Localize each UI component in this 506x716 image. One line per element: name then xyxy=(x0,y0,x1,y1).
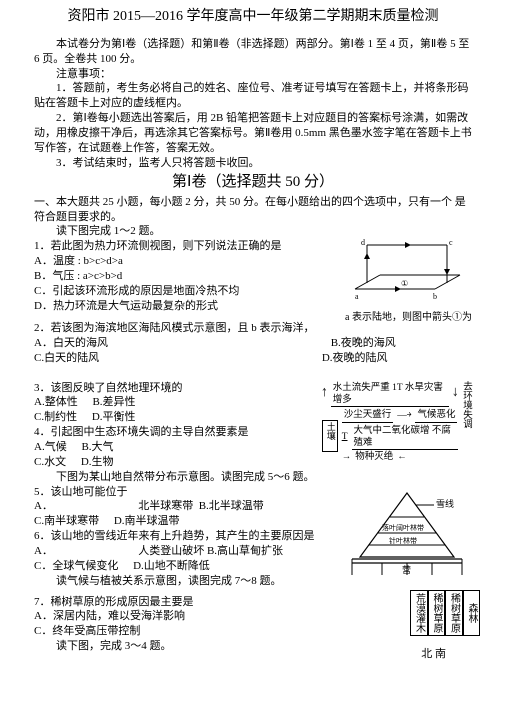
svg-text:针叶林带: 针叶林带 xyxy=(389,536,417,545)
q3-choice-d: D.平衡性 xyxy=(92,411,148,423)
q5-choice-d: D.南半球温带 xyxy=(114,515,180,527)
q6-choice-d: D.山地不断降低 xyxy=(133,560,210,572)
q7-text: 7．稀树草原的形成原因最主要是 xyxy=(34,595,472,610)
svg-text:①: ① xyxy=(401,279,408,288)
q12-lead: 读下图完成 1～2 题。 xyxy=(34,224,472,239)
svg-text:雪线: 雪线 xyxy=(436,498,454,509)
svg-text:a: a xyxy=(355,292,359,301)
eco-row-low: 大气中二氧化碳增 不腐殖难 xyxy=(352,425,458,451)
eco-left-box: 土壤 xyxy=(322,420,338,452)
figure-vegetation-boxes: 荒漠灌木 稀树草原 稀树草原 森林 xyxy=(410,590,480,636)
note-1: 1．答题前，考生务必将自己的姓名、座位号、准考证号填写在答题卡上，并将条形码贴在… xyxy=(34,81,472,111)
section-1-desc: 一、本大题共 25 小题，每小题 2 分，共 50 分。在每小题给出的四个选项中… xyxy=(34,195,472,225)
veg-col-1: 荒漠灌木 xyxy=(410,590,428,636)
q34-lead: 读下图，完成 3～4 题。 xyxy=(34,639,472,654)
q5-choice-b: B.北半球温带 xyxy=(199,500,264,512)
q7-choice-a: A．深居内陆，难以受海洋影响 xyxy=(34,609,472,624)
q6-choice-a: A． 人类登山破坏 xyxy=(34,545,204,557)
eco-row-top: 水土流失严重 1T 水旱灾害增多 xyxy=(331,382,449,408)
q4-choice-d: D.生物 xyxy=(81,456,126,468)
q2-choice-c: C.白天的陆风 xyxy=(34,352,99,364)
svg-text:营: 营 xyxy=(402,564,411,575)
q2-choice-a: A．白天的海风 xyxy=(34,337,108,349)
eco-right-label: 去环境失调 xyxy=(460,381,472,464)
q2-choice-d: D.夜晚的陆风 xyxy=(322,352,388,364)
svg-text:d: d xyxy=(361,239,365,247)
q6-choice-b: B.高山草甸扩张 xyxy=(207,545,283,557)
notes-head: 注意事项： xyxy=(34,67,472,82)
north-south-label: 北 南 xyxy=(421,647,446,662)
svg-text:落叶阔叶林带: 落叶阔叶林带 xyxy=(382,523,424,532)
svg-text:c: c xyxy=(449,239,453,247)
figure-1-caption: a 表示陆地，则图中箭头①为 xyxy=(345,311,472,325)
eco-row-mid-a: 沙尘天盛行 xyxy=(342,409,394,422)
figure-mountain: 雪线 落叶阔叶林带 针叶林带 营 xyxy=(342,485,472,577)
q5-choice-c: C.南半球寒带 xyxy=(34,515,111,527)
q3-choice-a: A.整体性 xyxy=(34,396,90,408)
q4-choice-c: C.水文 xyxy=(34,456,78,468)
svg-text:b: b xyxy=(433,292,437,301)
section-1-title: 第Ⅰ卷（选择题共 50 分） xyxy=(34,172,472,192)
q3-choice-c: C.制约性 xyxy=(34,411,89,423)
q4-choice-a: A.气候 xyxy=(34,441,79,453)
note-2: 2．第Ⅰ卷每小题选出答案后，用 2B 铅笔把答题卡上对应题目的答案标号涂满，如需… xyxy=(34,111,472,156)
veg-col-4: 森林 xyxy=(463,590,481,636)
q56-lead: 下图为某山地自然带分布示意图。读图完成 5～6 题。 xyxy=(34,470,472,485)
figure-ecology-diagram: ￪水土流失严重 1T 水旱灾害增多￬ 土壤 沙尘天盛行—￫气候恶化 T 大气中二… xyxy=(322,381,472,464)
veg-col-2: 稀树草原 xyxy=(428,590,446,636)
figure-heat-circulation: d c a b ① a 表示陆地，则图中箭头①为 xyxy=(345,239,472,325)
eco-row-mid-b: 气候恶化 xyxy=(415,409,457,422)
q6-choice-c: C．全球气候变化 xyxy=(34,560,130,572)
q3-choice-b: B.差异性 xyxy=(92,396,147,408)
eco-row-bottom: 物种灭绝 xyxy=(355,451,393,463)
intro-text: 本试卷分为第Ⅰ卷（选择题）和第Ⅱ卷（非选择题）两部分。第Ⅰ卷 1 至 4 页，第… xyxy=(34,37,472,67)
q7-choice-c: C．终年受高压带控制 xyxy=(34,624,472,639)
q5-choice-a: A． 北半球寒带 xyxy=(34,500,193,512)
q2-choice-b: B.夜晚的海风 xyxy=(331,337,396,349)
doc-title: 资阳市 2015—2016 学年度高中一年级第二学期期末质量检测 xyxy=(34,8,472,27)
q4-choice-b: B.大气 xyxy=(81,441,125,453)
note-3: 3．考试结束时，监考人只将答题卡收回。 xyxy=(34,156,472,171)
veg-col-3: 稀树草原 xyxy=(445,590,463,636)
